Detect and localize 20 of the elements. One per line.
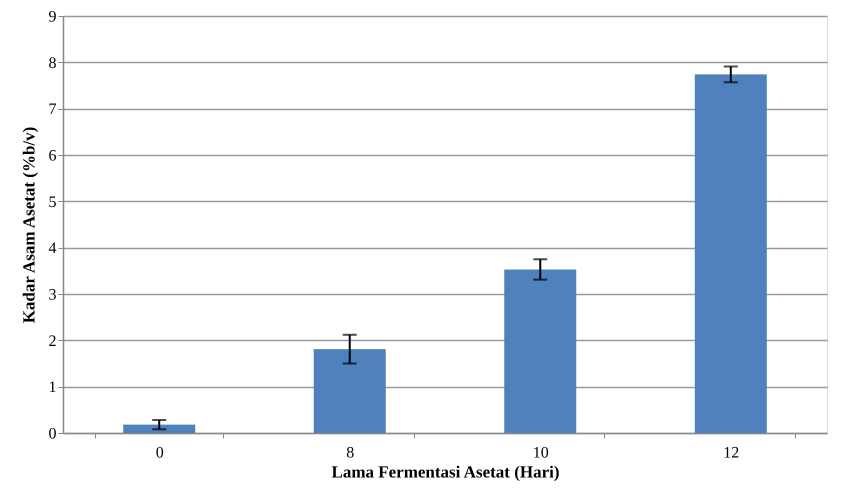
- x-tick-label: 0: [156, 444, 164, 462]
- x-tick-label: 8: [346, 444, 354, 462]
- y-tick-label: 5: [48, 194, 56, 211]
- y-tick-label: 3: [48, 286, 56, 304]
- y-tick-label: 4: [48, 240, 56, 258]
- y-tick-label: 6: [48, 148, 56, 164]
- bar: [694, 74, 767, 433]
- y-tick-label: 2: [48, 332, 56, 350]
- y-tick-label: 0: [48, 426, 56, 442]
- x-axis-title: Lama Fermentasi Asetat (Hari): [331, 462, 560, 482]
- y-tick-label: 8: [48, 54, 56, 72]
- bar: [123, 424, 196, 433]
- x-tick-label: 10: [532, 444, 549, 462]
- y-axis-title: Kadar Asam Asetat (%b/v): [20, 126, 38, 324]
- y-tick-label: 1: [48, 379, 56, 396]
- x-tick-label: 12: [723, 444, 740, 462]
- bar: [504, 269, 576, 433]
- y-tick-label: 9: [48, 8, 56, 26]
- y-tick-label: 7: [48, 101, 56, 118]
- bar: [314, 349, 386, 433]
